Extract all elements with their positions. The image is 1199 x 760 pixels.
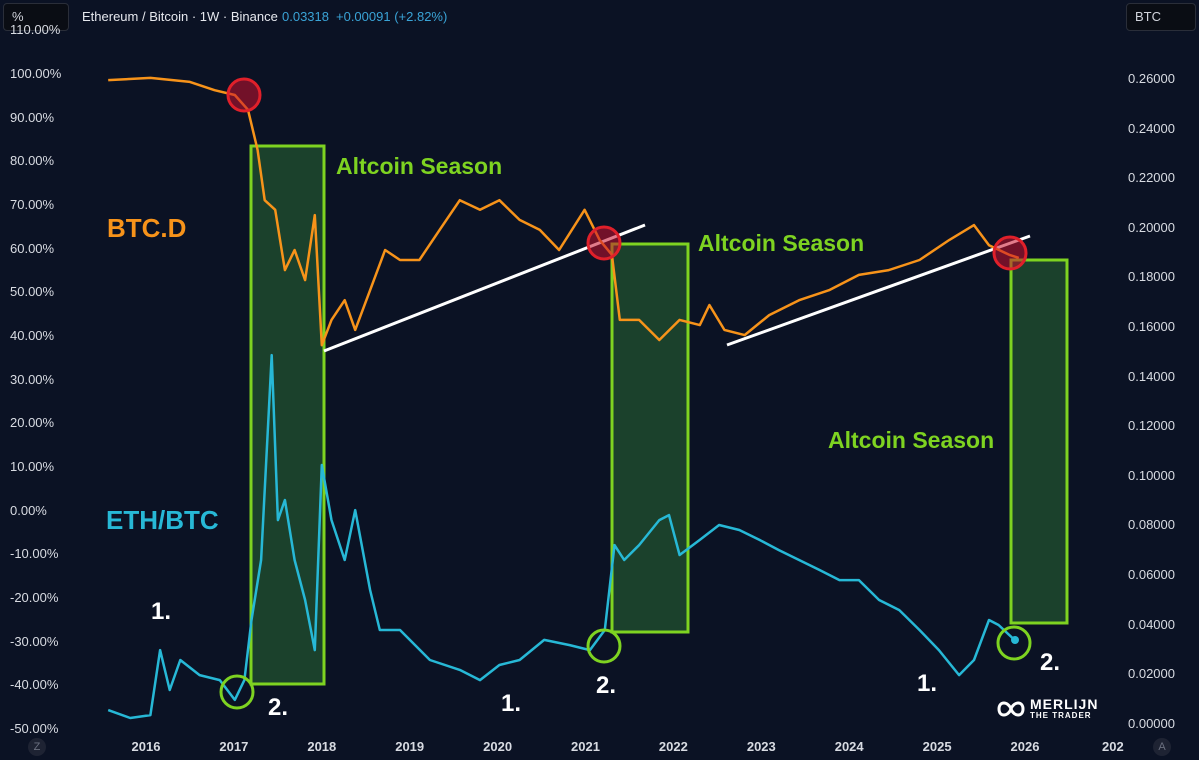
left-axis-tick: 70.00% [10,197,55,212]
left-axis-tick: 50.00% [10,284,55,300]
right-axis-tick: 0.24000 [1128,120,1175,136]
marker-1-2016: 1. [151,598,172,625]
time-axis-tick: 2022 [658,739,688,754]
season-box-2026 [1009,258,1069,625]
marker-1-2020: 1. [501,690,522,717]
last-price-dot [1011,636,1019,644]
time-axis-tick: 2017 [219,739,249,754]
time-axis-tick: 2025 [922,739,952,754]
left-axis-tick: -10.00% [10,546,59,562]
right-axis-tick: 0.22000 [1128,170,1175,186]
altcoin-season-label-3: Altcoin Season [828,427,995,453]
right-axis-tick: 0.02000 [1128,666,1175,682]
right-axis-tick: 0.00000 [1128,715,1175,731]
altcoin-season-boxes [249,144,1069,686]
series-line-ethbtc[interactable] [107,353,1016,720]
zoom-reset-button[interactable]: Z [28,738,46,756]
left-axis-tick: 10.00% [10,459,55,475]
left-axis-tick: 0.00% [10,502,47,518]
left-axis-tick: 40.00% [10,328,55,344]
green-circle-2025 [996,625,1032,661]
right-axis-tick: 0.26000 [1128,71,1175,86]
series-line-btcd[interactable] [108,76,1020,347]
marker-2-2025: 2. [1040,649,1061,676]
left-axis-tick: -40.00% [10,677,59,693]
time-axis-tick: 2021 [571,739,600,754]
time-axis-tick: 202 [1102,739,1124,754]
red-circle-2025 [992,235,1028,271]
logo-line-1: MERLIJN [1030,696,1099,712]
scale-mode-button[interactable]: % [3,3,69,31]
right-axis-tick: 0.12000 [1128,418,1175,434]
green-circle-2021 [586,628,622,664]
left-axis-tick: 100.00% [10,66,62,81]
right-axis-tick: 0.08000 [1128,517,1175,533]
right-axis-tick: 0.16000 [1128,319,1175,334]
infinity-logo-icon [997,701,1025,717]
right-axis-tick: 0.10000 [1128,467,1175,483]
left-axis-tick: 90.00% [10,109,55,125]
marker-1-2025: 1. [917,670,938,697]
merlijn-logo: MERLIJN THE TRADER [996,696,1099,720]
left-axis-tick: 60.00% [10,240,55,256]
left-axis-tick: 80.00% [10,153,55,169]
time-axis-tick: 2018 [307,739,337,754]
green-circle-2017 [219,674,255,710]
time-axis-tick: 2024 [834,739,864,754]
currency-button[interactable]: BTC [1126,3,1196,31]
left-axis-tick: 110.00% [10,22,61,38]
left-axis-tick: 30.00% [10,371,55,387]
last-price: 0.03318 [282,9,329,24]
btcd-label: BTC.D [107,213,187,243]
left-axis-tick: 20.00% [10,415,55,431]
altcoin-season-label-2: Altcoin Season [698,230,865,256]
time-axis-tick: 2019 [395,739,425,754]
right-axis-tick: 0.20000 [1128,219,1175,235]
trendline-2 [726,234,1031,347]
chart-header: % Ethereum / Bitcoin · 1W · Binance 0.03… [0,0,1199,34]
ethbtc-label: ETH/BTC [106,505,219,535]
marker-2-2017: 2. [268,694,289,721]
auto-scale-button[interactable]: A [1153,738,1171,756]
altcoin-season-label-1: Altcoin Season [336,153,503,179]
left-axis-tick: -20.00% [10,590,59,606]
right-axis-tick: 0.18000 [1128,269,1175,285]
time-axis-tick: 2026 [1010,739,1040,754]
time-axis-tick: 2016 [131,739,161,754]
right-axis-tick: 0.04000 [1128,616,1175,632]
logo-line-2: THE TRADER [1030,711,1092,720]
symbol-title[interactable]: Ethereum / Bitcoin · 1W · Binance [82,9,278,24]
price-change: +0.00091 (+2.82%) [336,9,448,24]
season-box-2021 [610,242,690,634]
right-axis-tick: 0.14000 [1128,368,1175,384]
left-axis-tick: -30.00% [10,633,59,649]
left-axis-tick: -50.00% [10,721,59,737]
time-axis-tick: 2023 [746,739,776,754]
marker-2-2021: 2. [596,672,617,699]
time-axis-tick: 2020 [483,739,513,754]
red-circle-2021 [586,225,622,261]
red-circle-2017 [226,77,262,113]
right-axis-tick: 0.06000 [1128,567,1175,582]
